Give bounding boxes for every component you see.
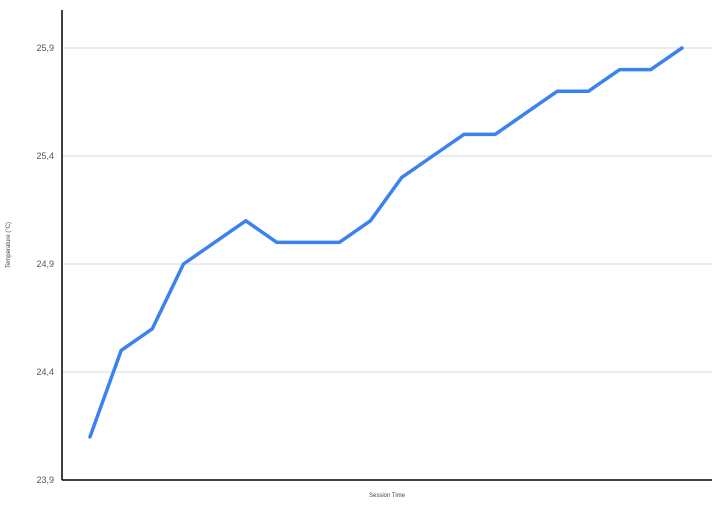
data-point — [618, 68, 622, 72]
data-point — [493, 132, 497, 136]
data-point — [587, 89, 591, 93]
y-tick-labels: 23,9 24,4 24,9 25,4 25,9 — [36, 43, 54, 485]
y-tick-label: 24,9 — [36, 259, 54, 269]
data-point — [680, 46, 684, 50]
gridlines — [62, 47, 712, 481]
data-point — [368, 219, 372, 223]
data-point — [150, 327, 154, 331]
data-point — [337, 240, 341, 244]
data-point — [462, 132, 466, 136]
data-point — [400, 176, 404, 180]
x-axis-title: Session Time — [369, 493, 406, 499]
y-tick-label: 25,4 — [36, 151, 54, 161]
y-tick-label: 24,4 — [36, 367, 54, 377]
y-axis-title: Temperature (°C) — [6, 222, 12, 268]
series-layer — [88, 46, 684, 439]
data-point — [88, 435, 92, 439]
y-tick-label: 25,9 — [36, 43, 54, 53]
data-point — [275, 240, 279, 244]
data-point — [244, 219, 248, 223]
data-point — [555, 89, 559, 93]
data-point — [431, 154, 435, 158]
data-point — [213, 240, 217, 244]
data-point — [649, 68, 653, 72]
y-tick-label: 23,9 — [36, 475, 54, 485]
data-point — [524, 111, 528, 115]
data-point — [306, 240, 310, 244]
data-point — [181, 262, 185, 266]
data-point — [119, 348, 123, 352]
series-line — [88, 46, 684, 439]
